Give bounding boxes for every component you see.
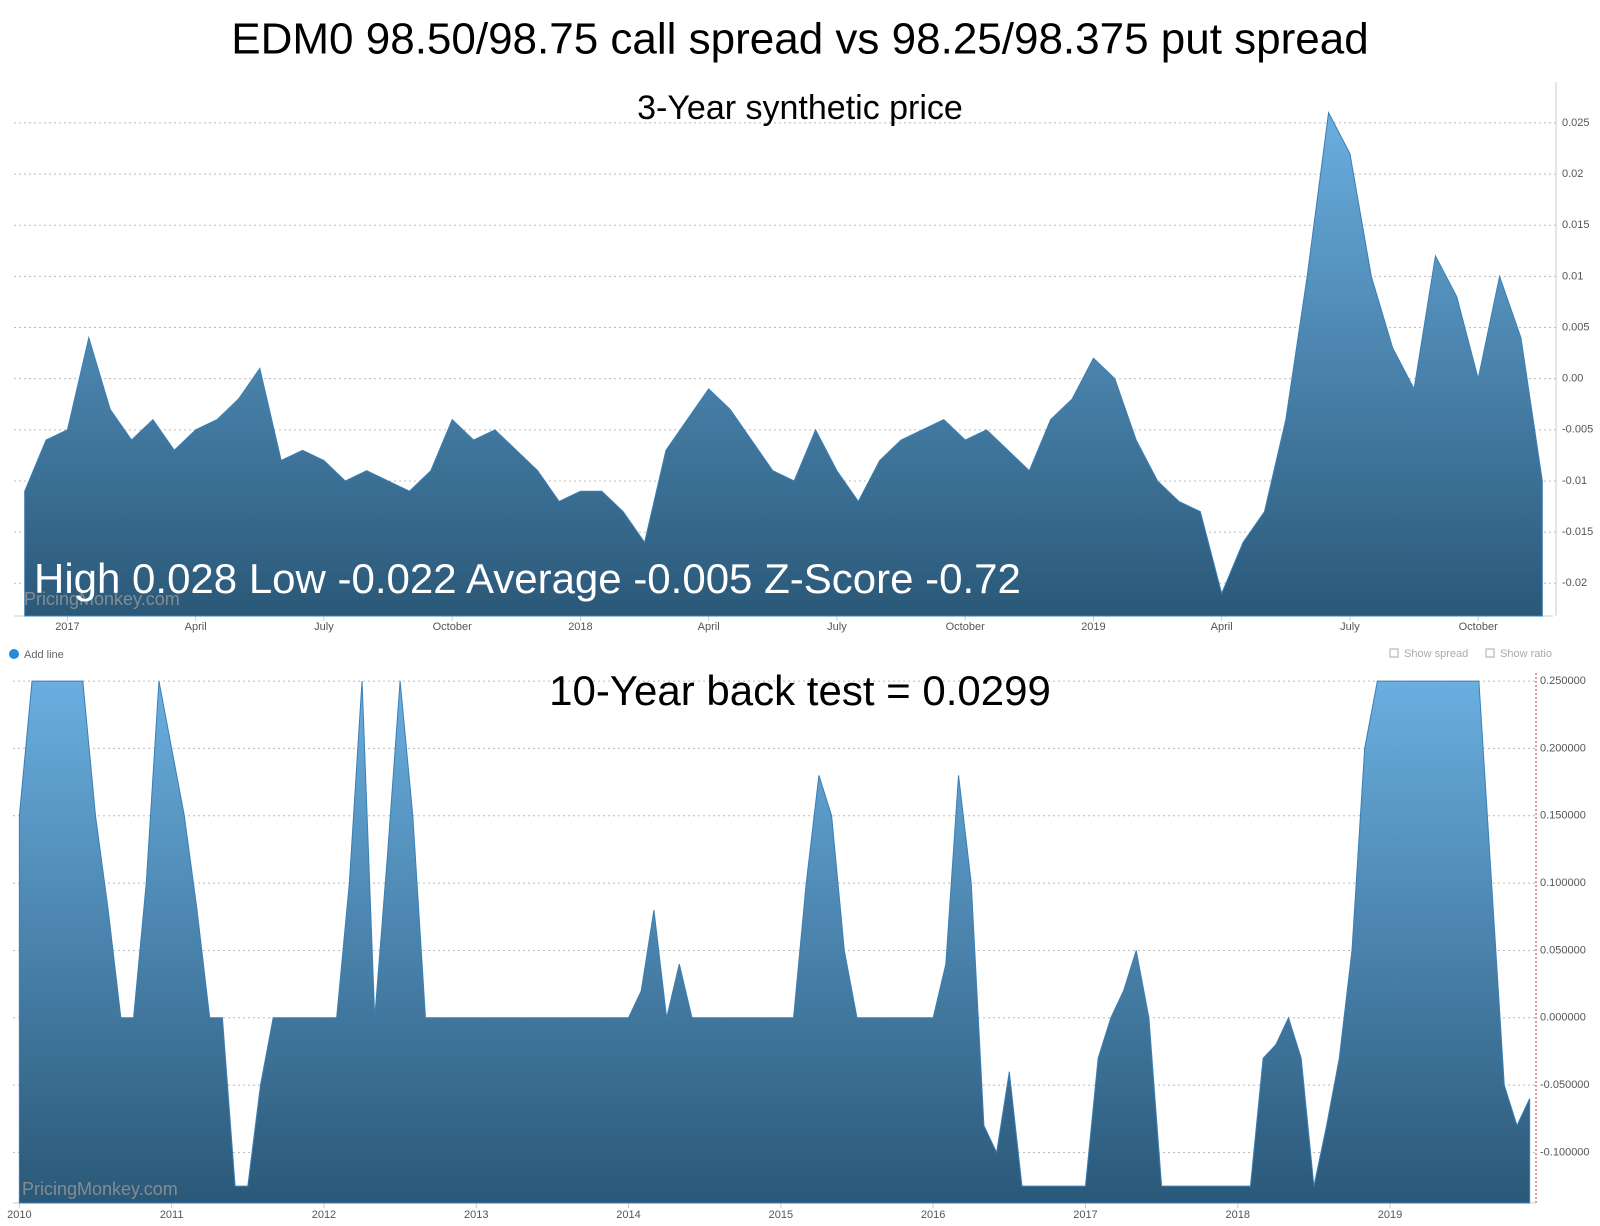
- y-tick-label: 0.02: [1562, 168, 1583, 180]
- x-tick-label: April: [698, 621, 720, 633]
- x-tick-label: 2015: [769, 1209, 793, 1221]
- main-title: EDM0 98.50/98.75 call spread vs 98.25/98…: [231, 15, 1368, 64]
- checkbox[interactable]: [1389, 648, 1399, 658]
- x-tick-label: 2012: [312, 1209, 336, 1221]
- y-tick-label: 0.100000: [1540, 877, 1586, 889]
- y-tick-label: -0.005: [1562, 424, 1593, 436]
- y-tick-label: 0.150000: [1540, 810, 1586, 822]
- y-tick-label: 0.005: [1562, 321, 1590, 333]
- x-tick-label: 2013: [464, 1209, 488, 1221]
- x-tick-label: July: [314, 621, 334, 633]
- watermark: PricingMonkey.com: [24, 589, 180, 609]
- x-tick-label: October: [433, 621, 472, 633]
- y-tick-label: -0.050000: [1540, 1079, 1590, 1091]
- y-tick-label: 0.250000: [1540, 675, 1586, 687]
- x-tick-label: 2019: [1081, 621, 1105, 633]
- y-tick-label: -0.015: [1562, 526, 1593, 538]
- x-tick-label: October: [1459, 621, 1498, 633]
- x-tick-label: April: [185, 621, 207, 633]
- show-spread[interactable]: Show spread: [1404, 648, 1468, 660]
- x-tick-label: April: [1211, 621, 1233, 633]
- annotation: High 0.028 Low -0.022 Average -0.005 Z-S…: [34, 555, 1021, 602]
- y-tick-label: -0.01: [1562, 475, 1587, 487]
- x-tick-label: 2011: [160, 1209, 184, 1221]
- y-tick-label: 0.025: [1562, 117, 1590, 129]
- add-line-icon[interactable]: [9, 649, 19, 659]
- x-tick-label: 2018: [1226, 1209, 1250, 1221]
- x-tick-label: October: [946, 621, 985, 633]
- y-tick-label: -0.02: [1562, 577, 1587, 589]
- x-tick-label: 2018: [568, 621, 592, 633]
- x-tick-label: July: [1340, 621, 1360, 633]
- y-tick-label: 0.00: [1562, 373, 1583, 385]
- area: [24, 111, 1543, 617]
- x-tick-label: 2016: [921, 1209, 945, 1221]
- x-tick-label: 2014: [616, 1209, 640, 1221]
- x-tick-label: 2017: [1073, 1209, 1097, 1221]
- show-ratio[interactable]: Show ratio: [1500, 648, 1552, 660]
- y-tick-label: -0.100000: [1540, 1146, 1590, 1158]
- x-tick-label: 2019: [1378, 1209, 1402, 1221]
- y-tick-label: 0.200000: [1540, 742, 1586, 754]
- y-tick-label: 0.015: [1562, 219, 1590, 231]
- x-tick-label: 2017: [55, 621, 79, 633]
- x-tick-label: 2010: [7, 1209, 31, 1221]
- y-tick-label: 0.050000: [1540, 944, 1586, 956]
- y-tick-label: 0.000000: [1540, 1012, 1586, 1024]
- y-tick-label: 0.01: [1562, 270, 1583, 282]
- x-tick-label: July: [827, 621, 847, 633]
- subtitle: 3-Year synthetic price: [637, 89, 963, 127]
- watermark: PricingMonkey.com: [22, 1179, 178, 1199]
- subtitle: 10-Year back test = 0.0299: [549, 667, 1051, 714]
- add-line[interactable]: Add line: [24, 649, 64, 661]
- area: [18, 680, 1531, 1204]
- checkbox[interactable]: [1485, 648, 1495, 658]
